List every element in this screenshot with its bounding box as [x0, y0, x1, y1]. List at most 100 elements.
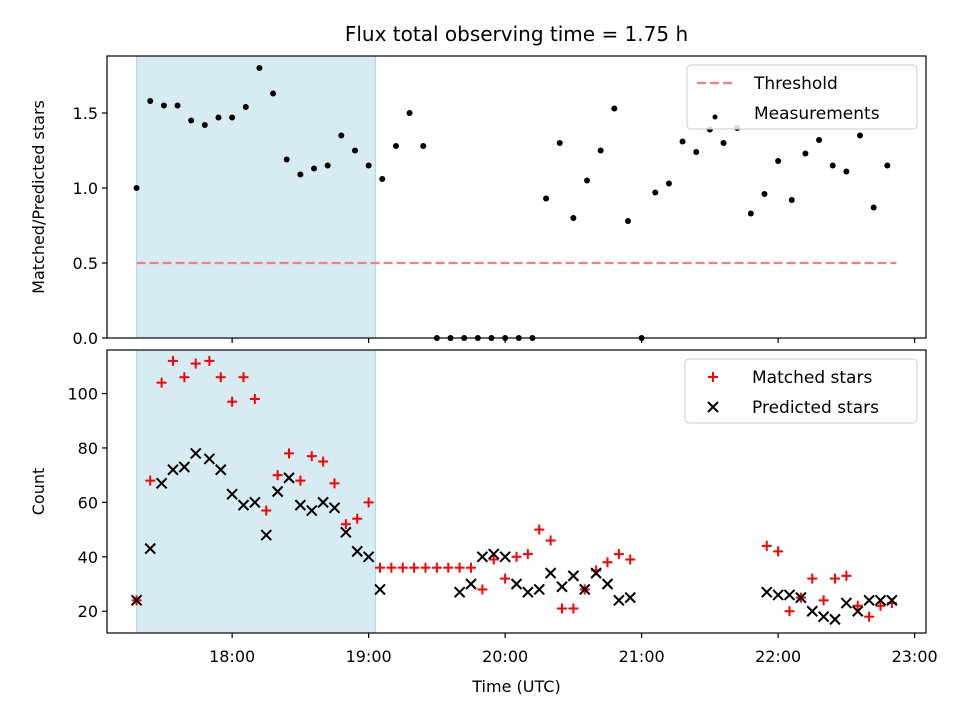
- data-point: [761, 191, 768, 197]
- data-point: [226, 488, 238, 500]
- data-point: [227, 396, 238, 407]
- data-point: [874, 594, 887, 607]
- data-point: [317, 496, 329, 509]
- data-point: [665, 180, 672, 187]
- data-point: [802, 150, 809, 157]
- data-point: [284, 448, 294, 459]
- data-point: [533, 583, 545, 596]
- data-point: [204, 355, 215, 366]
- data-point: [624, 218, 631, 224]
- data-point: [557, 603, 567, 614]
- data-point: [201, 122, 208, 128]
- data-point: [611, 105, 618, 112]
- data-point: [829, 613, 841, 626]
- data-point: [499, 551, 511, 563]
- data-point: [272, 470, 283, 481]
- data-point: [352, 513, 363, 524]
- x-tick-label: 22:00: [755, 647, 801, 666]
- data-point: [238, 372, 249, 383]
- data-point: [215, 372, 226, 383]
- data-point: [431, 562, 442, 573]
- data-point: [420, 143, 427, 149]
- data-point: [297, 171, 304, 178]
- plot-frame: [106, 55, 927, 339]
- y-tick-label: 0.5: [73, 254, 98, 273]
- data-point: [870, 204, 877, 211]
- data-point: [613, 594, 625, 607]
- data-point: [167, 355, 178, 366]
- data-point: [167, 464, 179, 476]
- data-point: [476, 551, 489, 563]
- data-point: [818, 595, 829, 606]
- data-point: [242, 104, 249, 110]
- data-point: [693, 149, 700, 155]
- data-point: [788, 197, 795, 203]
- data-point: [590, 567, 602, 579]
- data-point: [544, 567, 557, 579]
- data-point: [568, 603, 579, 614]
- data-point: [556, 140, 563, 146]
- data-point: [886, 594, 898, 607]
- data-point: [249, 496, 261, 509]
- data-point: [338, 132, 345, 139]
- data-point: [466, 562, 476, 573]
- data-point: [329, 478, 340, 489]
- data-point: [806, 605, 818, 617]
- data-point: [624, 591, 636, 604]
- data-point: [488, 554, 499, 565]
- legend-marker: [708, 372, 718, 382]
- data-point: [249, 393, 260, 404]
- legend-marker: [712, 114, 718, 120]
- data-point: [409, 562, 420, 573]
- data-point: [795, 591, 807, 604]
- data-point: [652, 189, 659, 196]
- y-axis-label: Matched/Predicted stars: [29, 100, 48, 294]
- data-point: [406, 110, 413, 116]
- y-axis-label: Count: [29, 468, 48, 516]
- data-point: [386, 562, 397, 573]
- data-point: [190, 358, 201, 369]
- data-point: [453, 586, 466, 598]
- data-point: [270, 90, 277, 97]
- data-point: [283, 156, 290, 163]
- y-tick-label: 100: [67, 385, 98, 404]
- x-tick-label: 19:00: [346, 647, 392, 666]
- data-point: [465, 578, 477, 590]
- data-point: [294, 499, 307, 511]
- data-point: [543, 195, 550, 202]
- data-point: [772, 589, 784, 601]
- data-point: [852, 600, 863, 611]
- data-point: [829, 162, 836, 169]
- series-matched-stars: [131, 355, 897, 622]
- data-point: [188, 117, 195, 124]
- shaded-region: [136, 55, 376, 339]
- data-point: [340, 526, 352, 539]
- data-point: [783, 589, 796, 601]
- data-point: [584, 177, 591, 184]
- data-point: [295, 475, 306, 486]
- data-point: [340, 519, 351, 530]
- data-point: [556, 581, 568, 593]
- y-tick-label: 20: [78, 602, 98, 621]
- data-point: [840, 597, 853, 609]
- data-point: [256, 65, 263, 71]
- data-point: [365, 162, 372, 169]
- data-point: [579, 583, 591, 596]
- data-point: [597, 147, 604, 154]
- data-point: [775, 158, 782, 164]
- legend: Matched stars Predicted stars: [684, 358, 918, 424]
- data-point: [215, 464, 227, 476]
- data-point: [237, 499, 250, 511]
- data-point: [613, 549, 624, 560]
- data-point: [545, 535, 556, 546]
- data-point: [601, 578, 614, 590]
- data-point: [156, 377, 167, 388]
- plot-frame: [106, 349, 927, 634]
- data-point: [843, 168, 850, 175]
- data-point: [311, 165, 318, 172]
- data-point: [500, 573, 511, 584]
- data-point: [397, 562, 408, 573]
- data-point: [203, 453, 216, 465]
- legend-box: [684, 358, 918, 424]
- data-point: [679, 138, 686, 145]
